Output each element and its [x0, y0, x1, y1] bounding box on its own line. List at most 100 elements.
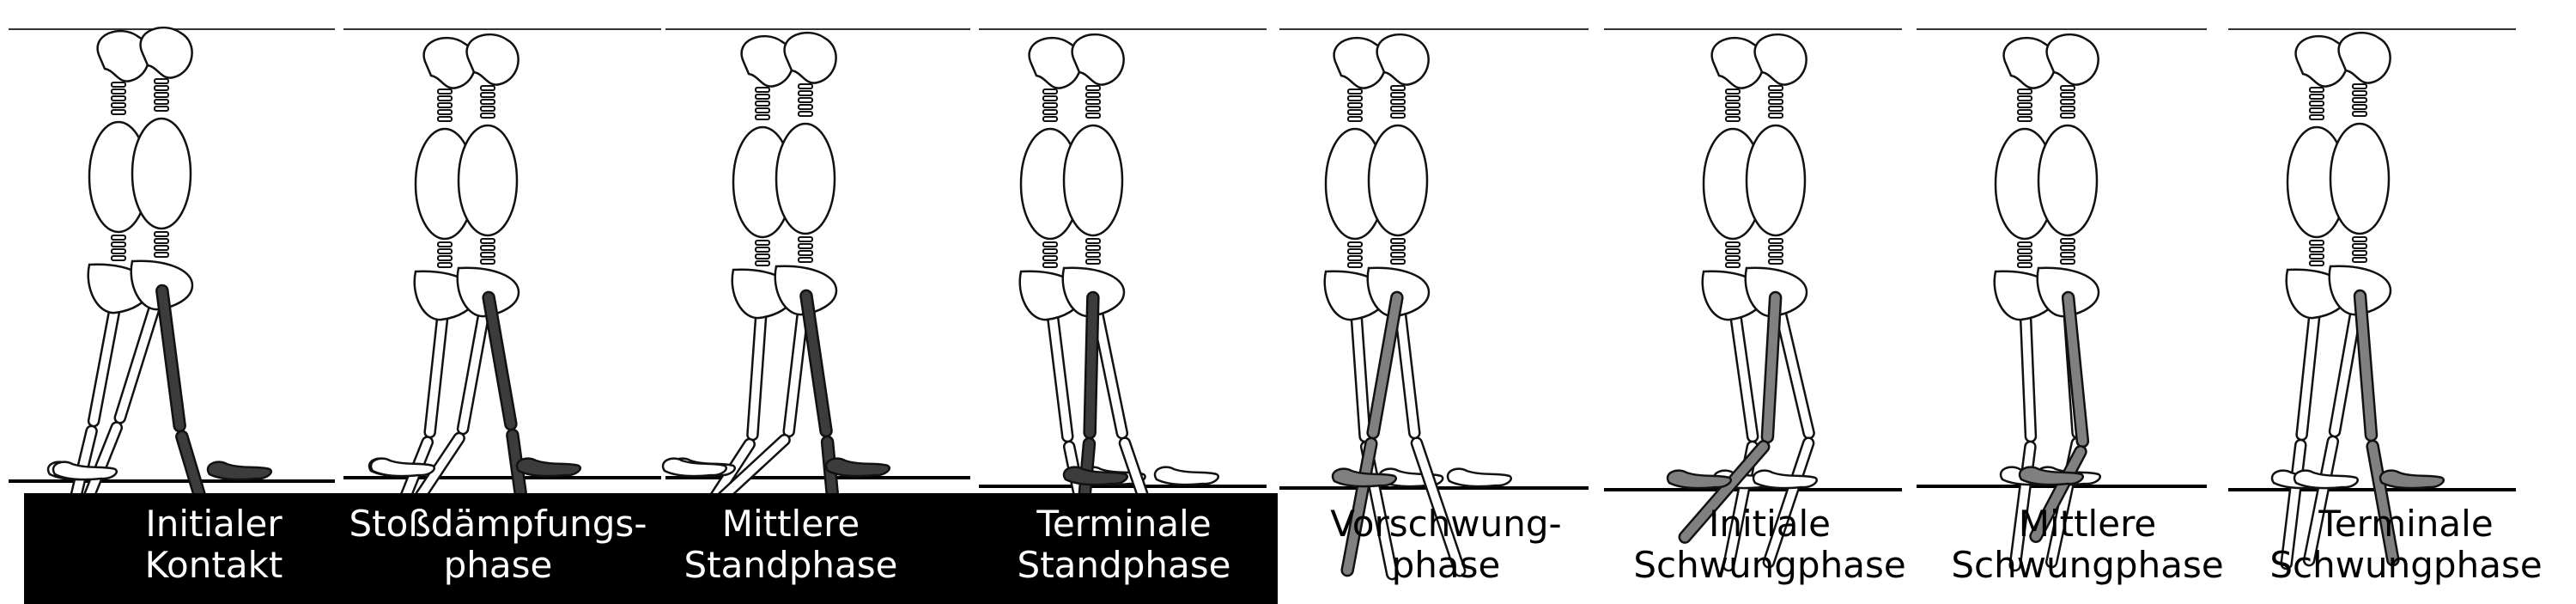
skeleton-figure-icon: [52, 26, 272, 570]
lumbar-vertebra: [2352, 250, 2367, 256]
reference-thigh-bone: [2061, 290, 2090, 448]
reference-foot: [2379, 469, 2445, 490]
ribcage-shape: [1745, 124, 1807, 237]
lumbar-vertebra: [2309, 240, 2324, 246]
lumbar-vertebra: [1347, 255, 1363, 261]
lumbar-vertebra: [1768, 259, 1783, 265]
neck-vertebra: [1042, 95, 1058, 101]
reference-foot: [1666, 469, 1732, 490]
lumbar-vertebra: [437, 248, 453, 254]
phase-panel-4: [979, 28, 1267, 577]
neck-vertebra: [755, 114, 770, 120]
phase-label-line2: phase: [1391, 544, 1501, 586]
lumbar-vertebra: [1347, 262, 1363, 268]
neck-vertebra: [1347, 88, 1363, 95]
reference-foot: [515, 457, 581, 478]
reference-shin-bone: [2029, 444, 2087, 544]
contralateral-shin-bone: [2302, 435, 2340, 567]
lumbar-vertebra: [1042, 248, 1058, 254]
neck-vertebra: [437, 95, 453, 101]
neck-vertebra: [111, 82, 126, 88]
lumbar-vertebra: [1390, 252, 1406, 258]
phase-label-initial-swing: Initiale Schwungphase: [1615, 503, 1924, 586]
neck-vertebra: [154, 85, 169, 91]
contralateral-shin-bone: [1410, 436, 1467, 577]
ghost-shin-bone: [1722, 440, 1759, 572]
skeleton-figure-icon: [1701, 36, 1778, 572]
phase-label-line2: Schwungphase: [2269, 544, 2543, 586]
lumbar-vertebra: [111, 241, 126, 247]
neck-vertebra: [2309, 107, 2324, 113]
ribcage-shape: [2037, 124, 2099, 237]
reference-shin-bone: [2366, 439, 2400, 567]
neck-vertebra: [437, 88, 453, 95]
neck-vertebra: [154, 99, 169, 105]
neck-vertebra: [2060, 92, 2075, 98]
neck-vertebra: [798, 90, 813, 96]
lumbar-vertebra: [1085, 238, 1101, 244]
neck-vertebra: [755, 94, 770, 100]
lumbar-vertebra: [1725, 262, 1741, 268]
phase-label-line2: Standphase: [683, 544, 898, 586]
neck-vertebra: [111, 102, 126, 108]
lumbar-vertebra: [798, 243, 813, 249]
phase-label-initial-contact: Initialer Kontakt: [59, 503, 368, 586]
neck-vertebra: [1725, 116, 1741, 122]
contralateral-foot: [1752, 469, 1818, 490]
phase-label-terminal-stance: Terminale Standphase: [969, 503, 1279, 586]
lumbar-vertebra: [2309, 247, 2324, 253]
lumbar-vertebra: [2309, 260, 2324, 266]
skull-shape: [783, 31, 837, 84]
neck-vertebra: [755, 87, 770, 93]
neck-vertebra: [1085, 99, 1101, 105]
lumbar-vertebra: [1768, 252, 1783, 258]
phase-panel-8: [2228, 28, 2516, 570]
lumbar-vertebra: [2352, 236, 2367, 242]
lumbar-vertebra: [798, 250, 813, 256]
lumbar-vertebra: [2060, 245, 2075, 251]
neck-vertebra: [2017, 109, 2032, 115]
neck-vertebra: [2352, 104, 2367, 110]
lumbar-vertebra: [1390, 238, 1406, 244]
neck-vertebra: [2060, 113, 2075, 119]
phase-label-line2: Schwungphase: [1633, 544, 1906, 586]
neck-vertebra: [1042, 109, 1058, 115]
neck-vertebra: [1347, 102, 1363, 108]
lumbar-vertebra: [1042, 262, 1058, 268]
neck-vertebra: [2352, 83, 2367, 89]
neck-vertebra: [154, 106, 169, 112]
phase-label-loading-response: Stoßdämpfungs- phase: [343, 503, 653, 586]
neck-vertebra: [2309, 114, 2324, 120]
neck-vertebra: [755, 101, 770, 107]
neck-vertebra: [2060, 85, 2075, 91]
reference-foot: [1331, 467, 1397, 488]
neck-vertebra: [1347, 109, 1363, 115]
neck-vertebra: [2060, 106, 2075, 112]
lumbar-vertebra: [1347, 241, 1363, 247]
reference-foot: [824, 457, 890, 478]
lumbar-vertebra: [755, 253, 770, 259]
neck-vertebra: [1725, 102, 1741, 108]
lumbar-vertebra: [2017, 255, 2032, 261]
lumbar-vertebra: [2017, 262, 2032, 268]
skeleton-figure-icon: [2270, 34, 2349, 570]
neck-vertebra: [2017, 95, 2032, 101]
phase-panel-3: [661, 28, 970, 576]
neck-vertebra: [1768, 99, 1783, 105]
neck-vertebra: [1390, 92, 1406, 98]
neck-vertebra: [437, 102, 453, 108]
neck-vertebra: [480, 99, 495, 105]
reference-thigh-bone: [2353, 289, 2379, 442]
neck-vertebra: [1725, 95, 1741, 101]
skeleton-figure-icon: [2293, 31, 2445, 567]
contralateral-foot: [1446, 467, 1512, 488]
lumbar-vertebra: [1085, 245, 1101, 251]
phase-label-line1: Terminale: [2318, 503, 2494, 545]
skull-shape: [2337, 31, 2391, 84]
neck-vertebra: [1085, 85, 1101, 91]
lumbar-vertebra: [1768, 238, 1783, 244]
neck-vertebra: [1085, 106, 1101, 112]
neck-vertebra: [154, 92, 169, 98]
lumbar-vertebra: [755, 247, 770, 253]
